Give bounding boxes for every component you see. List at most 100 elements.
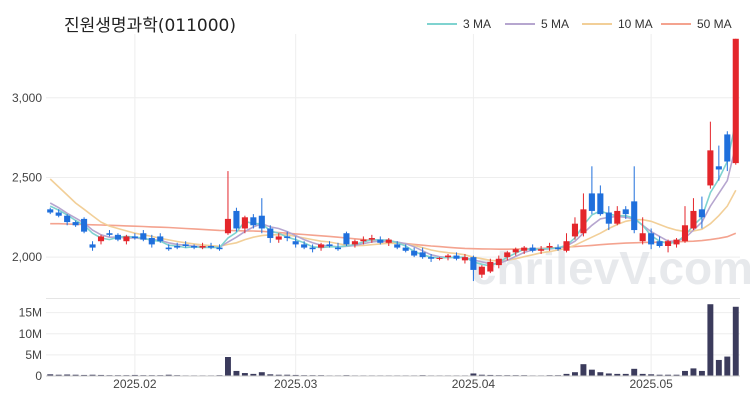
candle-up [538, 249, 545, 251]
candle-down [622, 209, 629, 215]
candle-down [81, 218, 88, 232]
candle-up [275, 236, 282, 240]
candle-down [233, 210, 240, 229]
volume-bar [631, 368, 638, 376]
candle-down [140, 233, 147, 240]
volume-bar [89, 374, 96, 376]
price-tick-label: 2,000 [12, 250, 42, 264]
candle-down [148, 238, 155, 245]
volume-bar [241, 373, 248, 376]
volume-tick-label: 10M [19, 327, 42, 341]
candle-up [318, 244, 325, 248]
legend-swatch-icon [582, 23, 612, 25]
candle-up [478, 266, 485, 275]
candle-down [309, 247, 316, 250]
candle-down [258, 215, 265, 229]
candle-up [707, 150, 714, 186]
volume-bar [690, 368, 697, 376]
volume-bar [292, 374, 299, 376]
candle-down [724, 134, 731, 162]
candle-down [588, 193, 595, 211]
candle-up [673, 239, 680, 245]
legend-label: 5 MA [541, 17, 570, 31]
candle-down [334, 247, 342, 250]
candle-up [495, 258, 502, 266]
legend-swatch-icon [505, 23, 535, 25]
legend-label: 3 MA [463, 17, 492, 31]
legend-item-ma50[interactable]: 50 MA [661, 17, 732, 31]
volume-bar [478, 374, 485, 376]
candle-down [377, 239, 384, 243]
ma3-line [49, 121, 737, 267]
legend-label: 50 MA [697, 17, 732, 31]
candle-down [207, 245, 215, 248]
candle-down [453, 255, 460, 259]
volume-bar [64, 374, 71, 376]
candle-up [512, 249, 519, 253]
volume-bar [250, 373, 257, 376]
legend-item-ma10[interactable]: 10 MA [582, 17, 653, 31]
volume-bar [614, 373, 621, 376]
candle-down [191, 245, 198, 248]
price-tick-label: 3,000 [12, 91, 42, 105]
candle-up [546, 245, 553, 248]
volume-bar [131, 374, 138, 376]
candle-down [326, 244, 333, 246]
volume-bars [47, 304, 739, 376]
candle-down [292, 241, 299, 245]
legend-item-ma5[interactable]: 5 MA [505, 17, 569, 31]
candle-down [174, 245, 181, 248]
candle-down [182, 244, 189, 246]
volume-bar [470, 373, 477, 376]
candle-up [614, 210, 621, 224]
candle-down [267, 228, 274, 239]
candle-down [157, 236, 164, 242]
chart-title: 진원생명과학(011000) [64, 16, 236, 36]
legend-item-ma3[interactable]: 3 MA [427, 17, 491, 31]
volume-bar [165, 374, 172, 376]
candle-up [224, 218, 232, 234]
volume-bar [698, 370, 705, 376]
candle-down [698, 209, 705, 218]
candle-down [554, 247, 562, 250]
volume-bar [55, 374, 62, 376]
moving-average-lines [49, 121, 737, 267]
candle-down [470, 257, 477, 270]
ma10-line [49, 178, 737, 262]
grid-lines [46, 34, 740, 376]
candle-up [681, 225, 689, 242]
candle-down [114, 234, 121, 240]
volume-bar [225, 357, 231, 376]
price-panel [46, 34, 740, 297]
date-tick-label: 2025.03 [274, 377, 318, 391]
candle-down [648, 233, 655, 245]
candle-down [64, 215, 71, 223]
candle-down [89, 244, 96, 248]
date-tick-label: 2025.04 [452, 377, 496, 391]
volume-bar [597, 372, 604, 376]
volume-bar [724, 356, 731, 376]
candle-up [665, 241, 672, 246]
volume-bar [258, 372, 265, 376]
candle-down [284, 236, 291, 239]
candle-down [106, 233, 113, 235]
candle-up [444, 255, 452, 258]
candle-up [199, 245, 206, 248]
volume-bar [81, 374, 88, 376]
candle-down [428, 257, 435, 259]
candle-up [385, 239, 392, 243]
volume-bar [233, 370, 240, 376]
candle-up [504, 252, 511, 258]
volume-bar [673, 374, 680, 376]
candle-down [656, 241, 663, 246]
candle-down [301, 244, 308, 248]
volume-bar [284, 374, 291, 376]
candle-up [461, 257, 468, 261]
candle-up [690, 210, 697, 229]
volume-bar [648, 374, 655, 376]
volume-bar [98, 374, 104, 376]
volume-bar [563, 373, 570, 376]
volume-bar [487, 374, 494, 376]
volume-bar [580, 364, 587, 376]
